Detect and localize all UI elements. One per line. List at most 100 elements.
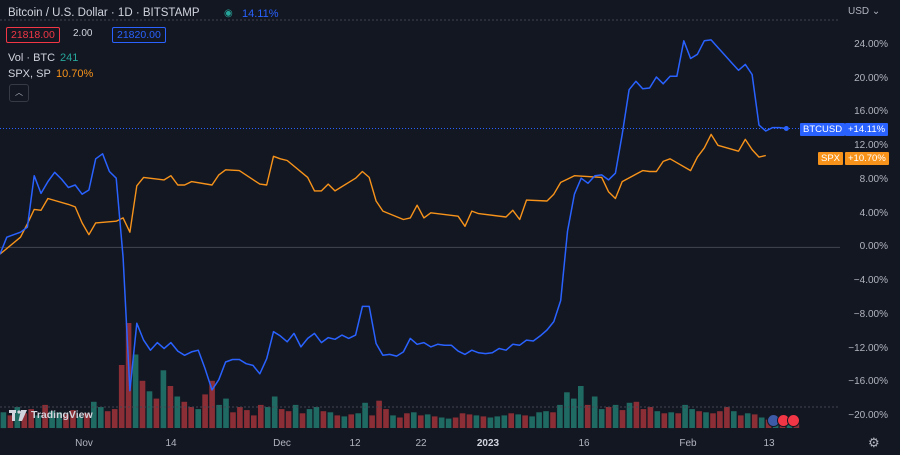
volume-bar [418,415,424,428]
volume-bar [0,412,7,429]
volume-bar [139,380,146,429]
currency-selector[interactable]: USD ⌄ [848,6,880,17]
volume-bar [452,417,459,428]
gear-icon[interactable]: ⚙ [868,435,880,450]
y-tick-label: 16.00% [854,106,888,118]
volume-bar [28,409,34,428]
volume-bar [640,409,647,428]
volume-bar [724,407,730,428]
volume-bar [35,415,41,428]
volume-bar [77,416,83,428]
volume-bar [167,386,174,428]
volume-bar [181,401,188,429]
volume-bar [404,413,410,428]
volume-bar [271,396,278,428]
volume-bar [14,407,21,428]
volume-bar [146,391,153,429]
volume-bar [49,411,55,428]
volume-bar [104,411,111,428]
volume-bar [285,411,292,428]
volume-bar [369,415,375,428]
volume-bar [633,401,640,429]
symbol-title[interactable]: Bitcoin / U.S. Dollar · 1D · BITSTAMP [8,7,200,19]
market-status-icon: ◉ [224,8,233,19]
volume-bar [668,412,674,429]
volume-bar [111,409,118,428]
volume-bar [42,404,48,428]
volume-bar [397,417,403,428]
spx-axis-tag-name: SPX [818,152,844,165]
volume-bar [557,404,563,428]
volume-bar [717,411,723,428]
volume-bar [327,412,334,429]
btc-last-point-marker [783,125,789,131]
volume-bar [550,412,556,429]
volume-bar [91,401,97,429]
volume-bar [7,415,14,428]
volume-bar [174,396,181,428]
volume-bar [202,394,208,428]
y-tick-label: −20.00% [848,410,888,421]
volume-bar [515,414,521,429]
btc-axis-tag-value: +14.11% [845,123,889,136]
volume-bar [480,416,487,428]
y-tick-label: 20.00% [854,72,888,84]
volume-bar [501,415,508,428]
volume-bar [584,404,591,428]
volume-bar [703,412,709,429]
series-end-markers [783,125,789,131]
volume-bar [320,411,327,428]
volume-bar [21,413,28,428]
change-percent: 14.11% [242,8,279,20]
volume-bar [230,412,236,429]
volume-legend-label[interactable]: Vol · BTC [8,52,56,64]
volume-bar [508,413,514,428]
volume-bar [612,404,619,428]
volume-bar [237,407,243,428]
volume-bar [654,411,661,428]
event-flags[interactable] [767,414,800,427]
y-tick-label: 4.00% [859,207,888,219]
volume-bar [647,407,654,428]
volume-bar [738,415,744,428]
spx-legend-label[interactable]: SPX, SP [8,68,51,80]
y-tick-label: 12.00% [854,140,888,152]
volume-bar [362,402,368,428]
volume-bar [605,407,612,428]
spx-axis-tag-value: +10.70% [845,152,889,165]
volume-bar [543,411,549,428]
volume-legend-value: 241 [60,52,79,64]
volume-bar [390,415,396,428]
y-tick-label: −4.00% [853,275,888,287]
volume-bar [251,415,257,428]
volume-bar [710,413,716,428]
x-tick-label: 14 [165,438,177,449]
volume-bar [264,407,271,428]
volume-bar [216,404,222,428]
volume-bar [258,404,264,428]
event-flag-icon[interactable] [787,414,800,427]
volume-bar [445,418,452,428]
tradingview-logo-icon [9,409,27,421]
volume-bar [223,398,229,428]
volume-bar [571,398,577,428]
volume-bar [598,409,605,428]
volume-bar [341,416,348,428]
collapse-legend-icon[interactable]: ︿ [9,84,29,102]
volume-bar [731,411,737,428]
spx-series-line [0,133,766,255]
volume-bar [188,407,194,428]
volume-bar [494,416,501,428]
volume-bar [278,409,285,428]
volume-bar [564,392,570,428]
volume-bar [758,417,765,428]
volume-bar [98,407,104,428]
volume-bar [306,409,313,428]
volume-bar [473,415,480,428]
sell-price-button[interactable]: 21818.00 [6,27,60,43]
volume-bar [70,410,76,428]
tradingview-logo[interactable]: TradingView [9,409,93,421]
volume-bar [348,414,354,429]
buy-price-button[interactable]: 21820.00 [112,27,166,43]
